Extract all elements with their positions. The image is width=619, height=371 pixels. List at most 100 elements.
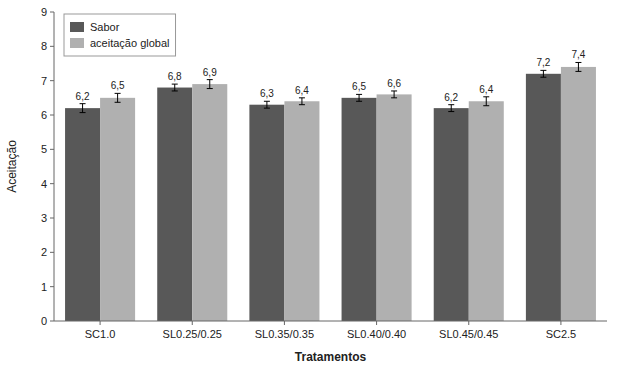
y-tick [50, 80, 54, 81]
error-bar [115, 93, 121, 102]
bar [561, 67, 596, 321]
error-bar [207, 80, 213, 89]
error-bar [391, 91, 397, 98]
error-bar [575, 62, 581, 71]
y-tick [50, 218, 54, 219]
error-bar-cap [483, 96, 489, 97]
bar [377, 94, 412, 321]
error-bar-cap [80, 112, 86, 113]
data-labels: 6,26,86,36,56,27,26,56,96,46,66,47,4 [76, 49, 586, 102]
error-bar-cap [448, 104, 454, 105]
error-bar-stem [266, 101, 267, 108]
y-tick-label: 8 [41, 40, 47, 52]
bar [192, 84, 227, 321]
y-tick [50, 115, 54, 116]
error-bar-cap [540, 70, 546, 71]
x-tick [284, 321, 285, 325]
error-bar-cap [172, 90, 178, 91]
bar [249, 105, 284, 321]
data-label: 6,8 [168, 71, 182, 82]
error-bar-stem [174, 84, 175, 91]
y-axis: 0123456789 [41, 6, 54, 327]
x-axis: SC1.0 SL0.25/0.25 SL0.35/0.35 SL0.40/0.40 SL… [85, 321, 576, 340]
data-label: 6,4 [479, 84, 493, 95]
error-bar-stem [578, 62, 579, 71]
bar [65, 108, 100, 321]
y-tick [50, 252, 54, 253]
x-tick-label: SC1.0 [85, 328, 116, 340]
error-bar-cap [391, 90, 397, 91]
bars [65, 62, 596, 321]
x-tick [560, 321, 561, 325]
legend-swatch [70, 22, 84, 32]
legend-swatch [70, 38, 84, 48]
error-bar-cap [207, 79, 213, 80]
data-label: 6,2 [76, 91, 90, 102]
error-bar-cap [391, 97, 397, 98]
error-bar [172, 84, 178, 91]
y-tick-label: 7 [41, 75, 47, 87]
error-bar-stem [117, 93, 118, 102]
y-tick-label: 5 [41, 143, 47, 155]
x-tick-label: SL0.35/0.35 [255, 328, 314, 340]
data-label: 6,2 [444, 92, 458, 103]
error-bar-stem [394, 91, 395, 98]
bar [434, 108, 469, 321]
error-bar-stem [82, 104, 83, 113]
legend-label: Sabor [90, 21, 120, 33]
bar [157, 88, 192, 321]
error-bar-cap [172, 84, 178, 85]
x-tick-label: SL0.45/0.45 [439, 328, 498, 340]
error-bar-stem [451, 105, 452, 112]
error-bar-cap [448, 111, 454, 112]
x-tick [100, 321, 101, 325]
chart-svg: 01234567896,26,86,36,56,27,26,56,96,46,6… [0, 0, 619, 371]
y-tick [50, 321, 54, 322]
error-bar-cap [575, 71, 581, 72]
x-tick [192, 321, 193, 325]
y-axis-line [54, 12, 55, 321]
y-axis-title: Aceitação [5, 140, 19, 193]
bar [100, 98, 135, 321]
x-tick-label: SC2.5 [546, 328, 577, 340]
y-tick-label: 0 [41, 315, 47, 327]
x-tick-label: SL0.25/0.25 [163, 328, 222, 340]
bar [469, 101, 504, 321]
error-bar [483, 97, 489, 106]
y-tick-label: 4 [41, 178, 47, 190]
error-bar-cap [356, 101, 362, 102]
y-tick [50, 183, 54, 184]
y-tick-label: 9 [41, 6, 47, 18]
y-tick [50, 46, 54, 47]
y-tick-label: 3 [41, 212, 47, 224]
error-bar-stem [301, 98, 302, 105]
legend-box [64, 14, 176, 56]
error-bar-cap [207, 88, 213, 89]
data-label: 6,5 [352, 81, 366, 92]
error-bar [448, 105, 454, 112]
chart-container: 01234567896,26,86,36,56,27,26,56,96,46,6… [0, 0, 619, 371]
error-bar-cap [299, 97, 305, 98]
data-label: 7,2 [536, 57, 550, 68]
error-bar [80, 104, 86, 113]
x-axis-title: Tratamentos [295, 350, 367, 364]
error-bar-cap [299, 104, 305, 105]
error-bar-stem [543, 70, 544, 77]
data-label: 6,5 [111, 80, 125, 91]
error-bar-cap [264, 101, 270, 102]
error-bar-stem [209, 80, 210, 89]
x-tick [468, 321, 469, 325]
error-bar-cap [115, 93, 121, 94]
error-bar [264, 101, 270, 108]
bar [284, 101, 319, 321]
error-bar-cap [575, 62, 581, 63]
x-axis-line [54, 321, 607, 322]
bar [526, 74, 561, 321]
data-label: 6,3 [260, 88, 274, 99]
data-label: 6,9 [203, 67, 217, 78]
data-label: 6,4 [295, 85, 309, 96]
error-bar-stem [359, 94, 360, 101]
data-label: 6,6 [387, 78, 401, 89]
x-tick-label: SL0.40/0.40 [347, 328, 406, 340]
error-bar [299, 98, 305, 105]
